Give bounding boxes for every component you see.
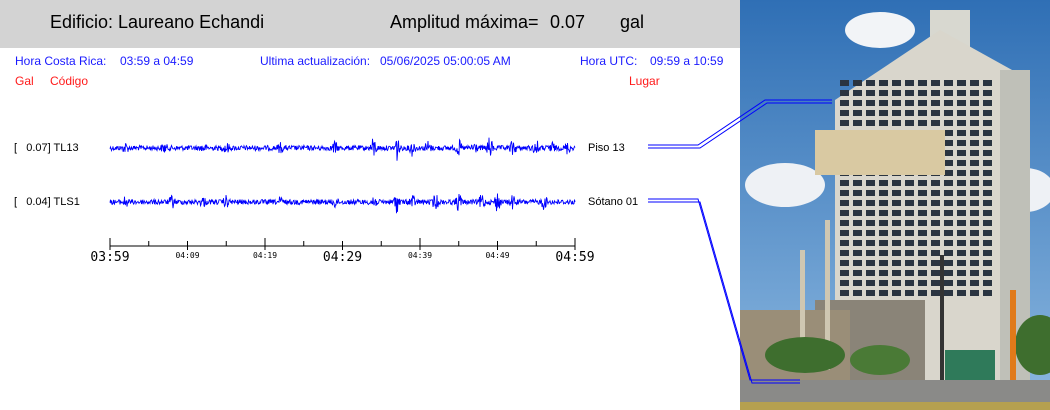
local-time-label: Hora Costa Rica: — [15, 54, 107, 68]
x-tick-label: 04:39 — [408, 251, 432, 260]
place-label-sotano01: Sótano 01 — [588, 196, 639, 208]
local-time-range: 03:59 a 04:59 — [120, 54, 194, 68]
legend-gal: Gal — [15, 74, 34, 88]
update-label: Ultima actualización: — [260, 54, 371, 68]
x-tick-label: 04:19 — [253, 251, 277, 260]
amplitude-unit: gal — [620, 12, 645, 32]
utc-time-label: Hora UTC: — [580, 54, 638, 68]
legend-code: Código — [50, 74, 89, 88]
amplitude-label: Amplitud máxima= — [390, 12, 539, 32]
building-title: Edificio: Laureano Echandi — [50, 12, 265, 32]
channel-label-tls1: [ 0.04] TLS1 — [14, 196, 80, 208]
x-tick-label: 04:49 — [485, 251, 509, 260]
trace-tls1 — [109, 193, 576, 214]
utc-time-range: 09:59 a 10:59 — [650, 54, 724, 68]
trace-tl13 — [109, 137, 576, 161]
header-bar: Edificio: Laureano Echandi Amplitud máxi… — [0, 0, 740, 48]
seismogram-plot: 03:59 04:09 04:19 04:29 04:39 04:49 04:59 — [90, 137, 595, 265]
x-tick-label: 04:29 — [323, 250, 362, 265]
update-value: 05/06/2025 05:00:05 AM — [380, 54, 511, 68]
place-label-piso13: Piso 13 — [588, 142, 625, 154]
x-tick-label: 04:59 — [555, 250, 594, 265]
legend-place: Lugar — [629, 74, 660, 88]
x-tick-label: 03:59 — [90, 250, 129, 265]
building-photo — [740, 0, 1050, 410]
amplitude-value: 0.07 — [550, 12, 586, 32]
x-tick-label: 04:09 — [175, 251, 199, 260]
channel-label-tl13: [ 0.07] TL13 — [14, 142, 79, 154]
